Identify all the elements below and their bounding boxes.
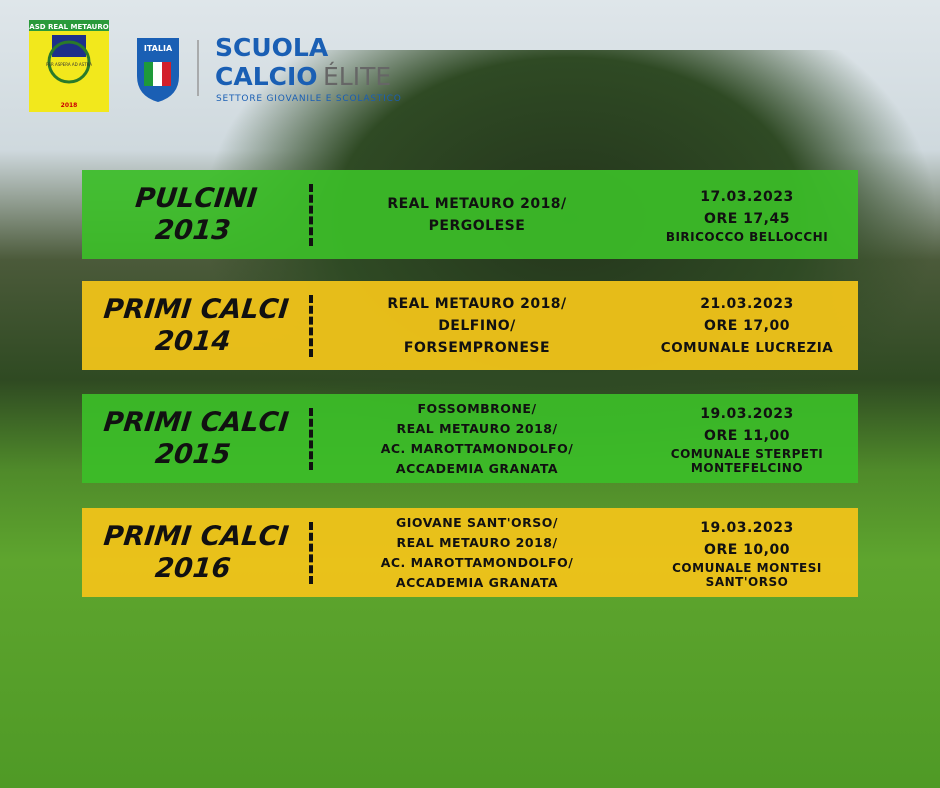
category-line: PRIMI CALCI <box>102 293 291 325</box>
club-motto: PER ASPERA AD ASTRA <box>46 62 92 67</box>
date: 19.03.2023 <box>700 405 794 422</box>
program-subtitle: SETTORE GIOVANILE E SCOLASTICO <box>216 94 402 104</box>
flag-red <box>162 62 171 86</box>
venue-line: BIRICOCCO BELLOCCHI <box>665 229 829 244</box>
match-row: PRIMI CALCI 2014 REAL METAURO 2018/DELFINO… <box>82 281 858 370</box>
match-info: 19.03.2023 ORE 11,00 COMUNALE STERPETI MONT… <box>637 394 857 483</box>
program-line1: SCUOLA <box>215 33 329 62</box>
category-line: 2015 <box>153 438 233 470</box>
venue: COMUNALE LUCREZIA <box>661 337 833 359</box>
team-line: ACCADEMIA GRANATA <box>395 574 559 590</box>
venue-line: COMUNALE LUCREZIA <box>660 339 834 356</box>
time: ORE 17,00 <box>704 317 790 334</box>
team-line: FORSEMPRONESE <box>403 339 551 356</box>
category: PULCINI 2013 <box>77 170 311 259</box>
separator <box>309 184 313 246</box>
match-info: 21.03.2023 ORE 17,00 COMUNALE LUCREZIA <box>637 281 857 370</box>
team-line: DELFINO/ <box>438 317 516 334</box>
category-line: 2014 <box>153 325 233 357</box>
category-line: 2013 <box>153 214 233 246</box>
time: ORE 10,00 <box>704 541 790 558</box>
match-info: 19.03.2023 ORE 10,00 COMUNALE MONTESI SANT'… <box>637 508 857 597</box>
venue: COMUNALE MONTESI SANT'ORSO <box>672 561 822 589</box>
time: ORE 11,00 <box>704 427 790 444</box>
category-line: PULCINI <box>133 182 259 214</box>
teams: GIOVANE SANT'ORSO/REAL METAURO 2018/AC. … <box>322 508 632 597</box>
venue-line: COMUNALE MONTESI <box>672 560 822 575</box>
category: PRIMI CALCI 2016 <box>77 508 311 597</box>
team-line: REAL METAURO 2018/ <box>396 534 558 550</box>
program-accent: ÉLITE <box>323 62 391 91</box>
match-row: PRIMI CALCI 2015 FOSSOMBRONE/REAL METAURO … <box>82 394 858 483</box>
category: PRIMI CALCI 2014 <box>77 281 311 370</box>
date: 19.03.2023 <box>700 519 794 536</box>
team-line: REAL METAURO 2018/ <box>387 295 567 312</box>
time: ORE 17,45 <box>704 210 790 227</box>
header-logos: ASD REAL METAURO PER ASPERA AD ASTRA 201… <box>29 20 402 112</box>
venue: COMUNALE STERPETI MONTEFELCINO <box>671 447 823 475</box>
category: PRIMI CALCI 2015 <box>77 394 311 483</box>
club-sky <box>52 35 86 57</box>
club-wreath <box>47 40 91 84</box>
flag-white <box>153 62 162 86</box>
figc-text: ITALIA <box>144 44 173 53</box>
date: 21.03.2023 <box>700 295 794 312</box>
separator <box>309 522 313 584</box>
venue-line: MONTEFELCINO <box>690 460 804 475</box>
teams: FOSSOMBRONE/REAL METAURO 2018/AC. MAROTT… <box>322 394 632 483</box>
team-line: ACCADEMIA GRANATA <box>395 460 559 476</box>
teams: REAL METAURO 2018/PERGOLESE <box>322 170 632 259</box>
team-line: REAL METAURO 2018/ <box>387 195 567 212</box>
teams: REAL METAURO 2018/DELFINO/FORSEMPRONESE <box>322 281 632 370</box>
club-name: ASD REAL METAURO <box>29 23 108 31</box>
category-line: PRIMI CALCI <box>102 406 291 438</box>
flag-green <box>144 62 153 86</box>
match-row: PRIMI CALCI 2016 GIOVANE SANT'ORSO/REAL ME… <box>82 508 858 597</box>
club-year: 2018 <box>61 102 78 109</box>
separator <box>309 295 313 357</box>
match-row: PULCINI 2013 REAL METAURO 2018/PERGOLESE 17… <box>82 170 858 259</box>
team-line: AC. MAROTTAMONDOLFO/ <box>380 554 574 570</box>
separator <box>309 408 313 470</box>
category-line: PRIMI CALCI <box>102 520 291 552</box>
date: 17.03.2023 <box>700 188 794 205</box>
match-info: 17.03.2023 ORE 17,45 BIRICOCCO BELLOCCHI <box>637 170 857 259</box>
venue-line: SANT'ORSO <box>705 574 789 589</box>
team-line: PERGOLESE <box>428 217 526 234</box>
program-line2: CALCIO <box>215 62 318 91</box>
club-band <box>29 20 109 31</box>
venue-line: COMUNALE STERPETI <box>670 446 824 461</box>
team-line: GIOVANE SANT'ORSO/ <box>396 514 558 530</box>
venue: BIRICOCCO BELLOCCHI <box>666 230 828 244</box>
team-line: REAL METAURO 2018/ <box>396 420 558 436</box>
team-line: AC. MAROTTAMONDOLFO/ <box>380 440 574 456</box>
category-line: 2016 <box>153 552 233 584</box>
team-line: FOSSOMBRONE/ <box>417 400 537 416</box>
